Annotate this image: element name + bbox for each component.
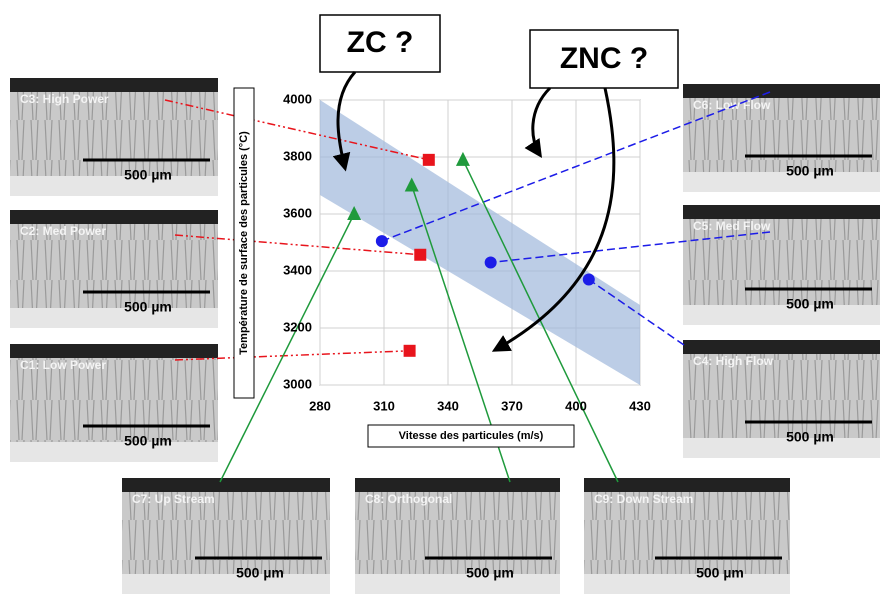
scale-bar-label: 500 µm <box>236 565 284 581</box>
micrograph: C6: Low Flow 500 µm <box>683 84 880 192</box>
point <box>375 235 388 248</box>
callout-znc: ZNC ? <box>491 29 679 352</box>
point <box>347 206 362 220</box>
micrograph-substrate <box>122 574 330 594</box>
micrograph: C4: High Flow 500 µm <box>683 340 880 458</box>
micrograph-label: C8: Orthogonal <box>365 492 452 506</box>
scale-bar-label: 500 µm <box>124 433 172 449</box>
micrograph: C5: Med Flow 500 µm <box>683 205 880 325</box>
y-axis-title: Température de surface des particules (°… <box>238 131 250 355</box>
x-axis-title: Vitesse des particules (m/s) <box>399 430 544 442</box>
micrograph-label: C4: High Flow <box>693 354 774 368</box>
micrograph: C9: Down Stream 500 µm <box>584 478 790 594</box>
micrograph-label: C1: Low Power <box>20 358 106 372</box>
micrograph-mount <box>10 210 218 224</box>
y-tick-label: 3200 <box>283 319 312 334</box>
micrograph-substrate <box>683 305 880 325</box>
point <box>582 273 595 286</box>
callout-text: ZNC ? <box>560 42 648 75</box>
x-axis-title-box: Vitesse des particules (m/s) <box>367 424 575 448</box>
marks <box>164 91 771 483</box>
connector <box>381 91 771 242</box>
connector <box>174 234 421 256</box>
scale-bar-label: 500 µm <box>124 167 172 183</box>
x-tick-label: 310 <box>373 398 395 413</box>
micrograph-mount <box>10 344 218 358</box>
x-tick-label: 430 <box>629 398 651 413</box>
micrograph-mount <box>584 478 790 492</box>
micrograph: C1: Low Power 500 µm <box>10 344 218 462</box>
connector <box>174 350 410 361</box>
micrograph-mount <box>122 478 330 492</box>
x-tick-label: 370 <box>501 398 523 413</box>
y-tick-label: 3600 <box>283 205 312 220</box>
micrograph-label: C7: Up Stream <box>132 492 215 506</box>
scale-bar-label: 500 µm <box>124 299 172 315</box>
y-tick-label: 4000 <box>283 91 312 106</box>
micrograph-substrate <box>10 176 218 196</box>
callout-zc: ZC ? <box>319 14 441 172</box>
micrograph-mount <box>355 478 560 492</box>
micrograph-substrate <box>683 438 880 458</box>
micrograph: C2: Med Power 500 µm <box>10 210 218 328</box>
point <box>403 344 416 357</box>
micrograph-substrate <box>10 442 218 462</box>
x-tick-label: 280 <box>309 398 331 413</box>
micrograph-label: C6: Low Flow <box>693 98 771 112</box>
micrograph-label: C9: Down Stream <box>594 492 693 506</box>
x-tick-label: 400 <box>565 398 587 413</box>
micrograph-label: C2: Med Power <box>20 224 106 238</box>
micrograph-substrate <box>10 308 218 328</box>
x-tick-label: 340 <box>437 398 459 413</box>
point <box>422 153 435 166</box>
micrograph-substrate <box>355 574 560 594</box>
scale-bar-label: 500 µm <box>466 565 514 581</box>
point <box>484 256 497 269</box>
confidence-band <box>320 100 640 385</box>
scale-bar-label: 500 µm <box>786 163 834 179</box>
y-tick-label: 3400 <box>283 262 312 277</box>
connector <box>490 231 771 264</box>
micrograph: C3: High Power 500 µm <box>10 78 218 196</box>
callout-text: ZC ? <box>347 26 414 59</box>
micrograph-mount <box>683 205 880 219</box>
micrograph-mount <box>683 340 880 354</box>
micrograph-mount <box>683 84 880 98</box>
point <box>414 248 427 261</box>
micrograph-label: C5: Med Flow <box>693 219 771 233</box>
point <box>404 177 419 192</box>
connector <box>588 278 685 346</box>
scale-bar-label: 500 µm <box>786 429 834 445</box>
point <box>455 151 470 166</box>
y-tick-label: 3000 <box>283 376 312 391</box>
y-tick-label: 3800 <box>283 148 312 163</box>
y-axis-title-box: Température de surface des particules (°… <box>233 87 255 399</box>
scale-bar-label: 500 µm <box>696 565 744 581</box>
micrograph-substrate <box>584 574 790 594</box>
connector <box>164 99 429 161</box>
micrograph: C7: Up Stream 500 µm <box>122 478 330 594</box>
micrograph-substrate <box>683 172 880 192</box>
micrograph-mount <box>10 78 218 92</box>
micrograph-label: C3: High Power <box>20 92 109 106</box>
connector <box>219 213 355 483</box>
scale-bar-label: 500 µm <box>786 296 834 312</box>
micrograph: C8: Orthogonal 500 µm <box>355 478 560 594</box>
